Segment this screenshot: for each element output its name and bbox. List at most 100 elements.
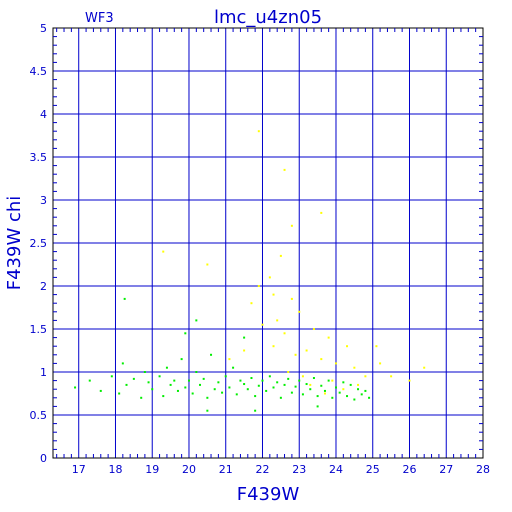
point-green [199, 383, 202, 386]
point-green [140, 396, 143, 399]
x-tick-label: 23 [292, 463, 306, 476]
x-tick-label: 28 [476, 463, 490, 476]
point-yellow [268, 276, 271, 279]
point-yellow [279, 254, 282, 257]
point-green [195, 371, 198, 373]
point-green [173, 379, 176, 382]
y-tick-label: 2 [40, 280, 47, 293]
y-tick-label: 4.5 [30, 65, 48, 78]
point-green [169, 383, 172, 386]
point-green [217, 381, 220, 384]
point-green [301, 393, 304, 396]
point-green [125, 383, 128, 386]
x-tick-label: 18 [108, 463, 122, 476]
point-yellow [261, 323, 264, 326]
point-green [195, 319, 198, 322]
point-green [162, 395, 165, 398]
point-yellow [301, 375, 304, 378]
y-tick-label: 0 [40, 452, 47, 465]
x-tick-label: 24 [329, 463, 343, 476]
x-tick-label: 20 [182, 463, 196, 476]
point-green [316, 395, 319, 398]
point-green [360, 393, 363, 396]
point-yellow [294, 353, 297, 356]
x-tick-label: 27 [439, 463, 453, 476]
point-yellow [283, 332, 286, 335]
point-yellow [357, 383, 360, 386]
point-yellow [379, 362, 382, 365]
x-axis-ticks: 17 18 19 20 21 22 23 24 25 26 27 28 [56, 28, 490, 476]
point-green [176, 389, 179, 392]
point-yellow [290, 297, 293, 300]
point-green [184, 386, 187, 389]
point-yellow [323, 392, 326, 395]
point-green [187, 379, 190, 382]
point-green [320, 384, 323, 387]
point-green [261, 379, 264, 382]
point-green [99, 389, 102, 392]
point-green [327, 379, 330, 382]
point-yellow [364, 375, 367, 378]
point-green [272, 386, 275, 389]
point-green [364, 389, 367, 392]
point-green [309, 388, 312, 391]
point-green [121, 362, 124, 365]
y-tick-label: 4 [40, 108, 47, 121]
plot-frame [52, 27, 484, 459]
point-green [88, 379, 91, 382]
point-green [298, 379, 301, 382]
point-green [305, 383, 308, 386]
x-axis-label: F439W [237, 484, 300, 505]
point-green [165, 366, 168, 369]
point-green [334, 386, 337, 389]
point-green [228, 386, 231, 389]
point-yellow [312, 328, 315, 330]
point-green [257, 384, 260, 387]
point-yellow [272, 293, 275, 296]
x-tick-label: 17 [72, 463, 86, 476]
y-tick-label: 1.5 [30, 323, 48, 336]
point-yellow [309, 383, 312, 386]
point-green [349, 383, 352, 386]
point-green [254, 395, 257, 398]
point-green [191, 392, 194, 395]
point-green [221, 391, 224, 394]
point-green [239, 379, 242, 382]
point-yellow [342, 388, 345, 391]
point-green [224, 375, 227, 378]
point-yellow [334, 362, 337, 365]
point-yellow [283, 168, 286, 171]
point-green [279, 396, 282, 399]
data-points [74, 130, 426, 412]
y-tick-label: 5 [40, 22, 47, 35]
point-green [74, 386, 77, 389]
point-green [368, 396, 371, 399]
point-yellow [276, 319, 279, 322]
point-green [110, 375, 113, 378]
point-green [206, 396, 209, 399]
point-green [312, 377, 315, 380]
point-yellow [272, 345, 275, 348]
point-yellow [320, 211, 323, 214]
point-yellow [162, 250, 165, 253]
y-tick-label: 3.5 [30, 151, 48, 164]
y-axis-label: F439W chi [4, 196, 25, 291]
x-tick-label: 22 [255, 463, 269, 476]
point-green [151, 388, 154, 391]
point-yellow [320, 358, 323, 361]
chart-title: lmc_u4zn05 [214, 7, 322, 28]
point-yellow [305, 349, 308, 352]
point-green [250, 377, 253, 380]
y-tick-label: 3 [40, 194, 47, 207]
point-green [287, 377, 290, 380]
point-green [338, 391, 341, 394]
x-tick-label: 25 [366, 463, 380, 476]
point-green [147, 381, 150, 384]
point-yellow [331, 379, 334, 382]
point-green [213, 388, 216, 391]
point-yellow [346, 345, 349, 348]
point-yellow [408, 379, 411, 382]
y-tick-label: 2.5 [30, 237, 48, 250]
y-tick-label: 1 [40, 366, 47, 379]
